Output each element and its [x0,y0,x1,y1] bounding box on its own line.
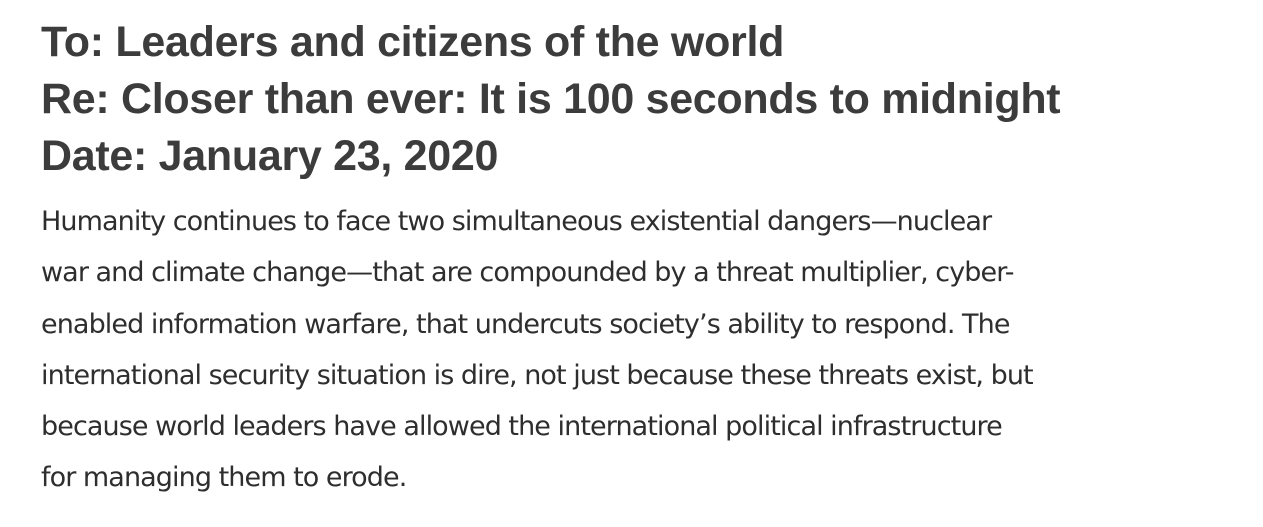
paragraph-line: because world leaders have allowed the i… [41,411,1003,443]
memo-subject-line: Re: Closer than ever: It is 100 seconds … [41,75,1061,123]
paragraph-line: enabled information warfare, that underc… [41,308,1010,340]
memo-to-line: To: Leaders and citizens of the world [41,18,785,66]
memo-header: To: Leaders and citizens of the world Re… [41,14,1231,185]
memo-body-paragraph: Humanity continues to face two simultane… [41,196,1231,504]
paragraph-line: war and climate change—that are compound… [41,257,1014,289]
memo: To: Leaders and citizens of the world Re… [41,14,1231,504]
paragraph-line: international security situation is dire… [41,359,1034,391]
paragraph-line: Humanity continues to face two simultane… [41,206,992,237]
paragraph-line: for managing them to erode. [41,462,407,494]
memo-date-line: Date: January 23, 2020 [41,132,499,180]
